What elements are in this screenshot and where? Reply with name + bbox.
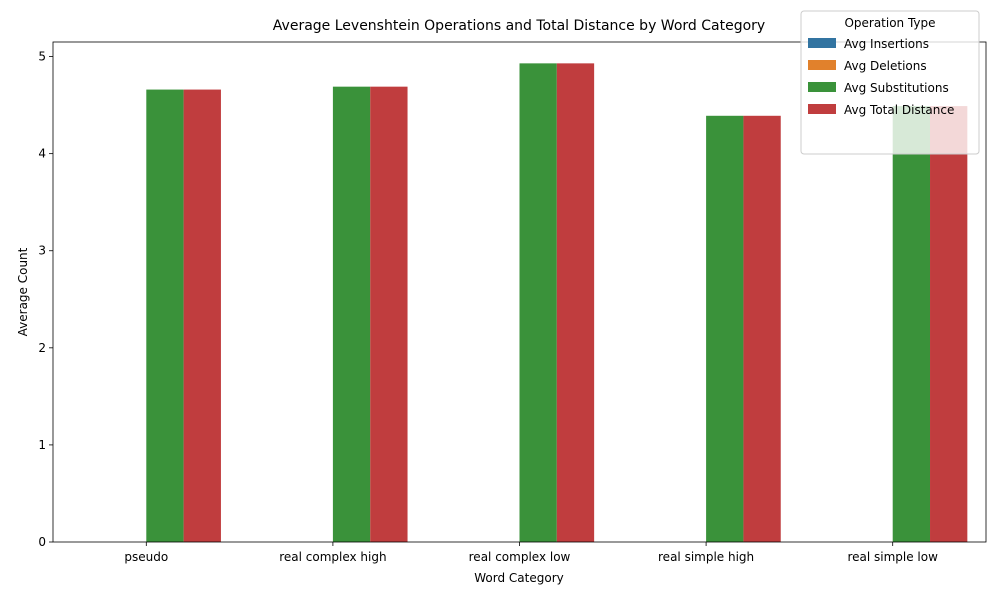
y-tick-label-5: 5	[38, 50, 46, 64]
bar-avg-total-distance-3	[743, 115, 781, 542]
x-axis: pseudo real complex high real complex low r…	[124, 542, 938, 564]
legend-label-3: Avg Total Distance	[844, 103, 954, 117]
legend: Operation Type Avg Insertions Avg Deletio…	[800, 10, 980, 155]
legend-swatch-2	[808, 82, 836, 92]
y-tick-label-1: 1	[38, 438, 46, 452]
legend-label-2: Avg Substitutions	[844, 81, 949, 95]
bars-layer	[146, 63, 968, 543]
legend-swatch-0	[808, 38, 836, 48]
y-tick-label-2: 2	[38, 341, 46, 355]
legend-title: Operation Type	[844, 16, 935, 30]
bar-avg-substitutions-0	[146, 89, 184, 542]
bar-avg-substitutions-3	[706, 115, 744, 542]
x-tick-label-1: real complex high	[279, 550, 386, 564]
x-axis-label: Word Category	[474, 571, 563, 585]
bar-avg-substitutions-4	[892, 106, 931, 542]
bar-avg-total-distance-4	[930, 106, 968, 542]
bar-avg-substitutions-2	[519, 63, 557, 543]
y-axis-label: Average Count	[16, 247, 30, 336]
x-tick-label-3: real simple high	[658, 550, 754, 564]
bar-avg-substitutions-1	[332, 86, 371, 542]
legend-box	[800, 10, 980, 155]
x-tick-label-2: real complex low	[469, 550, 571, 564]
y-tick-label-0: 0	[38, 535, 46, 549]
y-tick-label-4: 4	[38, 147, 46, 161]
x-tick-label-0: pseudo	[124, 550, 168, 564]
chart-title: Average Levenshtein Operations and Total…	[273, 18, 765, 34]
bar-avg-total-distance-2	[556, 63, 595, 543]
bar-avg-total-distance-1	[370, 86, 408, 542]
legend-label-0: Avg Insertions	[844, 37, 929, 51]
x-tick-label-4: real simple low	[847, 550, 938, 564]
legend-label-1: Avg Deletions	[844, 59, 927, 73]
y-axis: 0 1 2 3 4 5	[38, 50, 53, 549]
bar-avg-total-distance-0	[183, 89, 221, 542]
legend-swatch-3	[808, 104, 836, 114]
legend-swatch-1	[808, 60, 836, 70]
legend-items: Avg Insertions Avg Deletions Avg Substitut…	[808, 37, 954, 117]
y-tick-label-3: 3	[38, 244, 46, 258]
